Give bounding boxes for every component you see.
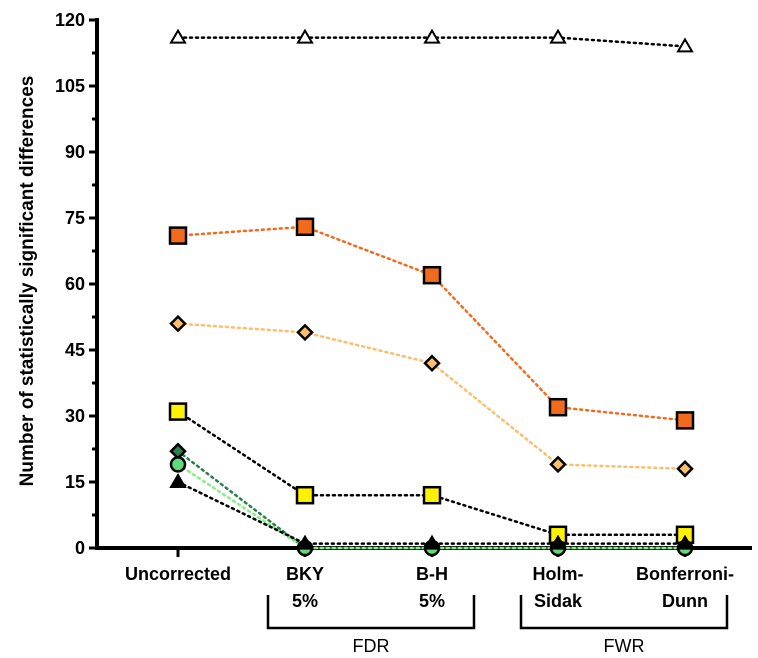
axes: 0 15 30 45 60 75 90 105 120: [55, 10, 752, 558]
data-point: [423, 354, 441, 372]
group-bracket: [266, 595, 476, 630]
series-2: [168, 217, 695, 430]
x-tick-label: 5%: [292, 591, 318, 611]
series-line: [176, 410, 687, 537]
y-axis-label: Number of statistically significant diff…: [17, 76, 38, 487]
data-point: [548, 397, 568, 417]
x-tick-label: Sidak: [534, 591, 583, 611]
x-tick-label: 5%: [419, 591, 445, 611]
data-point: [549, 534, 567, 550]
data-point: [295, 485, 315, 505]
y-tick-label: 45: [65, 340, 85, 360]
data-point: [676, 460, 694, 478]
group-label: FWR: [604, 636, 645, 656]
data-point: [676, 534, 694, 550]
data-point: [168, 226, 188, 245]
data-point: [295, 217, 315, 237]
data-point: [676, 37, 694, 53]
series-line: [176, 449, 687, 550]
data-point: [423, 28, 441, 44]
data-point: [423, 534, 441, 550]
y-tick-label: 0: [75, 538, 85, 558]
data-point: [169, 473, 187, 488]
data-point: [549, 455, 567, 474]
data-point: [169, 456, 187, 473]
series-line: [176, 225, 687, 422]
y-tick-label: 105: [55, 76, 85, 96]
group-brackets: FDR FWR: [266, 595, 729, 656]
y-tick-label: 75: [65, 208, 85, 228]
series-3: [169, 314, 694, 478]
x-tick-label: BKY: [286, 564, 324, 584]
x-axis-labels: Uncorrected BKY 5% B-H 5% Holm- Sidak Bonferron…: [125, 564, 734, 611]
x-tick-label: B-H: [416, 564, 448, 584]
data-point: [169, 314, 187, 333]
y-tick-label: 120: [55, 10, 85, 30]
series-7: [169, 473, 694, 550]
group-label: FDR: [353, 636, 390, 656]
data-point: [296, 323, 314, 342]
y-tick-label: 15: [65, 472, 85, 492]
data-point: [296, 534, 314, 550]
x-tick-label: Uncorrected: [125, 564, 231, 584]
x-tick-label: Bonferroni-: [636, 564, 734, 584]
data-point: [169, 28, 187, 44]
series-1: [169, 28, 694, 53]
series-line: [176, 322, 687, 471]
data-point: [422, 485, 442, 505]
data-point: [549, 28, 567, 44]
y-tick-label: 30: [65, 406, 85, 426]
series-layer: [168, 28, 695, 557]
x-tick-label: Holm-: [533, 564, 584, 584]
x-tick-label: Dunn: [662, 591, 708, 611]
data-point: [168, 402, 188, 421]
data-point: [296, 28, 314, 44]
data-point: [675, 411, 695, 430]
series-4: [168, 402, 695, 545]
data-point: [422, 265, 442, 285]
y-tick-label: 60: [65, 274, 85, 294]
group-bracket: [519, 595, 729, 630]
y-tick-label: 90: [65, 142, 85, 162]
